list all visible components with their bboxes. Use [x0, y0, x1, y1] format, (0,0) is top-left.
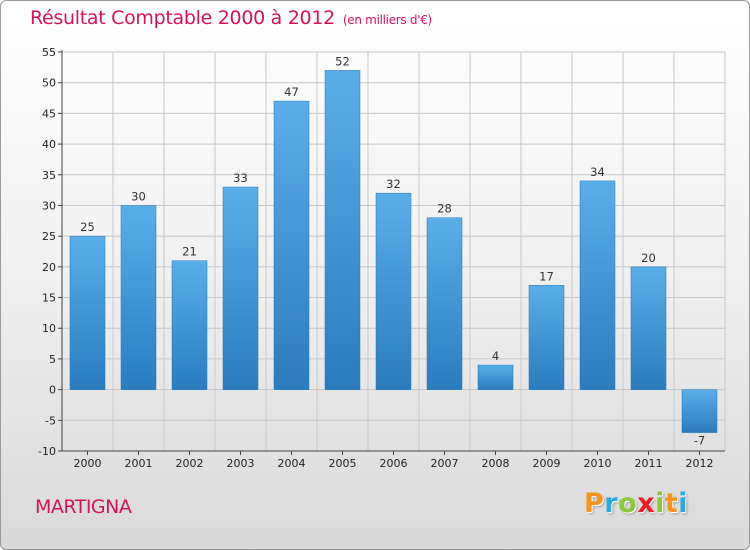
bar — [477, 364, 514, 390]
bar-value-label: 47 — [284, 85, 299, 99]
x-tick-label: 2000 — [74, 457, 102, 470]
bar-value-label: 33 — [233, 171, 248, 185]
proxiti-logo: Proxiti — [584, 488, 688, 519]
chart-unit: (en milliers d'€) — [342, 13, 432, 27]
bar — [69, 235, 106, 390]
chart-title-text: Résultat Comptable 2000 à 2012 — [30, 7, 335, 29]
x-tick-label: 2002 — [176, 457, 204, 470]
logo-letter: P — [584, 488, 605, 519]
chart-title: Résultat Comptable 2000 à 2012 (en millie… — [30, 7, 432, 29]
commune-name: MARTIGNA — [35, 496, 132, 518]
y-tick-label: 40 — [42, 138, 56, 151]
logo-letter: t — [664, 488, 679, 519]
x-tick-label: 2010 — [584, 457, 612, 470]
bar — [579, 180, 616, 390]
y-tick-label: 25 — [42, 230, 56, 243]
x-tick-label: 2008 — [482, 457, 510, 470]
x-tick-label: 2004 — [278, 457, 306, 470]
bar — [222, 186, 259, 390]
x-tick-label: 2012 — [686, 457, 714, 470]
bar — [171, 260, 208, 390]
bar-value-label: 25 — [80, 220, 95, 234]
bar — [630, 266, 667, 390]
x-tick-label: 2003 — [227, 457, 255, 470]
bar-value-label: 34 — [590, 165, 605, 179]
y-tick-label: 55 — [42, 46, 56, 59]
y-tick-label: -10 — [38, 445, 56, 458]
y-tick-label: 15 — [42, 292, 56, 305]
bar-value-label: 52 — [335, 54, 350, 68]
y-tick-label: 5 — [49, 353, 56, 366]
y-tick-label: -5 — [45, 414, 56, 427]
bar — [273, 100, 310, 390]
x-tick-label: 2009 — [533, 457, 561, 470]
bar-value-label: 4 — [492, 349, 499, 363]
bar — [324, 70, 361, 390]
y-tick-label: 45 — [42, 107, 56, 120]
x-tick-label: 2007 — [431, 457, 459, 470]
bar — [681, 389, 718, 433]
bar-value-label: 30 — [131, 189, 146, 203]
bar — [120, 205, 157, 390]
logo-letter: i — [678, 488, 689, 519]
bar-value-label: 17 — [539, 269, 554, 283]
bar-value-label: 21 — [182, 245, 197, 259]
y-tick-label: 10 — [42, 322, 56, 335]
logo-letter: x — [637, 488, 656, 519]
x-tick-label: 2001 — [125, 457, 153, 470]
bar-value-label: 32 — [386, 177, 401, 191]
logo-letter: r — [604, 488, 619, 519]
x-tick-label: 2005 — [329, 457, 357, 470]
y-tick-label: 0 — [49, 384, 56, 397]
bar-value-label: 20 — [641, 251, 656, 265]
logo-letter: o — [618, 488, 638, 519]
x-tick-label: 2011 — [635, 457, 663, 470]
logo-letter: i — [655, 488, 665, 519]
bar — [426, 217, 463, 390]
y-tick-label: 50 — [42, 77, 56, 90]
bar — [375, 192, 412, 390]
y-tick-label: 35 — [42, 169, 56, 182]
bar — [528, 285, 565, 390]
bar-value-label: -7 — [694, 434, 705, 448]
y-tick-label: 30 — [42, 199, 56, 212]
bar-value-label: 28 — [437, 202, 452, 216]
x-tick-label: 2006 — [380, 457, 408, 470]
y-tick-label: 20 — [42, 261, 56, 274]
